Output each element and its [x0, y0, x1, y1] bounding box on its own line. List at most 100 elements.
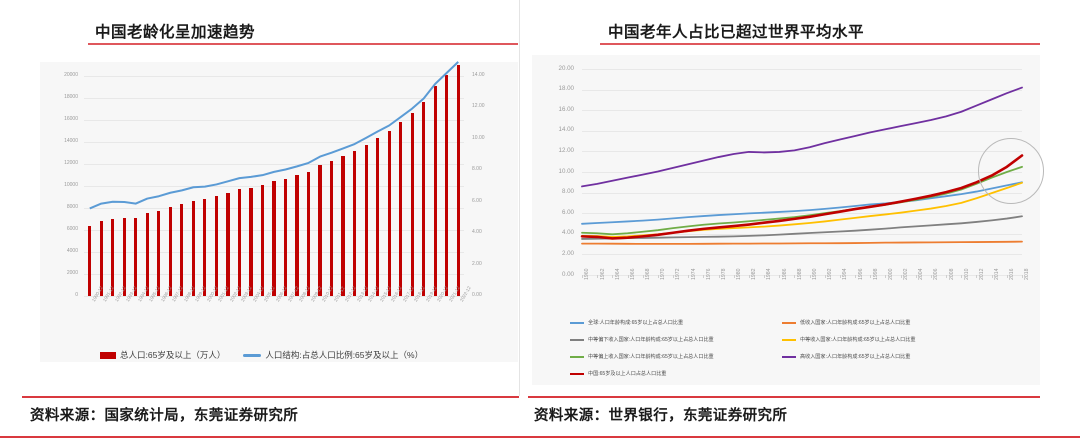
bar	[99, 221, 103, 296]
gridline	[582, 69, 1022, 70]
y-axis-tick-label: 6.00	[561, 208, 574, 216]
bar	[180, 204, 184, 296]
bar	[445, 75, 449, 296]
x-axis-tick	[870, 275, 872, 278]
x-axis-tick-label: 1962	[599, 268, 606, 280]
bar	[237, 189, 242, 296]
bar	[283, 179, 288, 296]
line-swatch-icon	[570, 355, 584, 358]
legend-label-share: 人口结构:占总人口比例:65岁及以上（%）	[265, 350, 424, 360]
bar	[376, 137, 380, 296]
y2-axis-tick-label: 12.00	[472, 103, 485, 110]
gridline	[582, 110, 1022, 112]
x-axis-tick	[642, 275, 644, 278]
bar	[341, 156, 345, 296]
bar	[260, 185, 265, 296]
y-axis-tick-label: 14000	[64, 138, 78, 144]
x-axis-tick-label: 2008	[948, 268, 955, 280]
bar	[249, 187, 253, 296]
gridline	[582, 172, 1022, 173]
gridline	[582, 89, 1022, 91]
x-axis-tick	[1022, 275, 1023, 278]
y-axis-tick-label: 18.00	[558, 85, 574, 93]
gridline	[582, 275, 1022, 276]
y2-axis-tick-label: 10.00	[472, 134, 485, 141]
x-axis-tick-label: 1984	[766, 268, 773, 280]
x-axis-tick	[900, 275, 902, 278]
x-axis-tick-label: 2004	[918, 268, 925, 280]
y-axis-tick-label: 12.00	[558, 146, 574, 154]
left-footer-rule	[22, 396, 519, 398]
x-axis-tick-label: 1982	[751, 268, 758, 280]
legend-label: 中等偏下收入国家:人口年龄构成:65岁以上占总人口比重	[588, 337, 714, 343]
bar	[226, 192, 230, 296]
bar	[134, 218, 138, 296]
bar	[295, 175, 299, 296]
x-axis-tick	[794, 275, 796, 278]
y2-axis-tick-label: 4.00	[472, 229, 482, 236]
bar	[399, 121, 403, 296]
x-axis-tick-label: 2000	[887, 268, 894, 280]
gridline	[84, 296, 464, 297]
y-axis-tick-label: 0	[75, 292, 78, 298]
bar	[145, 213, 149, 296]
x-axis-tick	[961, 275, 963, 278]
bar-swatch-icon	[100, 351, 116, 359]
legend-label: 高收入国家:人口年龄构成:65岁以上占总人口比重	[800, 354, 911, 360]
line-path	[581, 215, 1023, 240]
x-axis-tick-label: 2002	[903, 268, 910, 280]
x-axis-tick-label: 1964	[614, 268, 621, 280]
x-axis-tick-label: 1968	[645, 268, 652, 280]
line-swatch-icon	[570, 372, 584, 375]
legend-label: 中等偏上收入国家:人口年龄构成:65岁以上占总人口比重	[588, 354, 714, 360]
x-axis-tick-label: 1988	[796, 268, 803, 280]
line-swatch-icon	[570, 321, 584, 324]
x-axis-tick-label: 1960	[584, 268, 591, 280]
legend-label-total-pop: 总人口:65岁及以上（万人）	[120, 350, 226, 360]
line-path	[581, 165, 1023, 236]
y-axis-tick-label: 20000	[64, 72, 78, 78]
x-axis-tick-label: 2012	[978, 268, 985, 280]
legend-item: 中等收入国家:人口年龄构成:65岁以上占总人口比重	[782, 336, 915, 343]
left-panel-title: 中国老龄化呈加速趋势	[95, 24, 256, 41]
bar	[353, 151, 357, 296]
x-axis-tick-label: 2018	[1024, 268, 1031, 280]
line-swatch-icon	[782, 321, 796, 324]
x-axis-tick-label: 1974	[690, 268, 697, 280]
gridline	[582, 130, 1022, 132]
bar	[168, 207, 172, 296]
x-axis-tick	[824, 275, 826, 278]
y-axis-tick-label: 16000	[64, 116, 78, 122]
y-axis-tick-label: 2.00	[561, 249, 574, 257]
right-title-rule	[600, 43, 1040, 45]
bar	[318, 165, 322, 296]
line-path	[580, 154, 1024, 240]
y-axis-tick-label: 4.00	[561, 229, 574, 237]
gridline	[582, 233, 1022, 235]
y-axis-tick-label: 20.00	[558, 64, 574, 72]
x-axis-tick	[582, 275, 583, 278]
right-source-text: 资料来源：世界银行，东莞证券研究所	[534, 408, 788, 424]
left-chart-legend: 总人口:65岁及以上（万人） 人口结构:占总人口比例:65岁及以上（%）	[100, 349, 423, 361]
x-axis-tick-label: 1986	[781, 268, 788, 280]
y2-axis-tick-label: 6.00	[472, 197, 482, 204]
x-axis-tick	[976, 275, 978, 278]
bar	[433, 86, 437, 296]
y-axis-tick-label: 0.00	[561, 270, 574, 278]
legend-label: 全球:人口年龄构成:65岁以上占总人口比重	[588, 320, 684, 326]
y2-axis-tick-label: 14.00	[472, 72, 485, 78]
legend-item: 高收入国家:人口年龄构成:65岁以上占总人口比重	[782, 353, 910, 360]
legend-item-total-pop: 总人口:65岁及以上（万人）	[100, 349, 225, 361]
left-source-text: 资料来源：国家统计局，东莞证券研究所	[30, 408, 299, 424]
y-axis-tick-label: 4000	[66, 248, 78, 254]
multi-line-overlay	[580, 86, 1024, 245]
y2-axis-tick-label: 8.00	[472, 166, 482, 173]
x-axis-tick	[733, 275, 735, 278]
line-swatch-icon	[243, 353, 262, 357]
legend-label: 中国:65岁及以上人口占总人口比重	[588, 371, 667, 377]
bar	[191, 200, 195, 296]
x-axis-tick-label: 1980	[736, 268, 743, 280]
y-axis-tick-label: 6000	[66, 226, 78, 232]
y-axis-tick-label: 14.00	[558, 126, 574, 134]
